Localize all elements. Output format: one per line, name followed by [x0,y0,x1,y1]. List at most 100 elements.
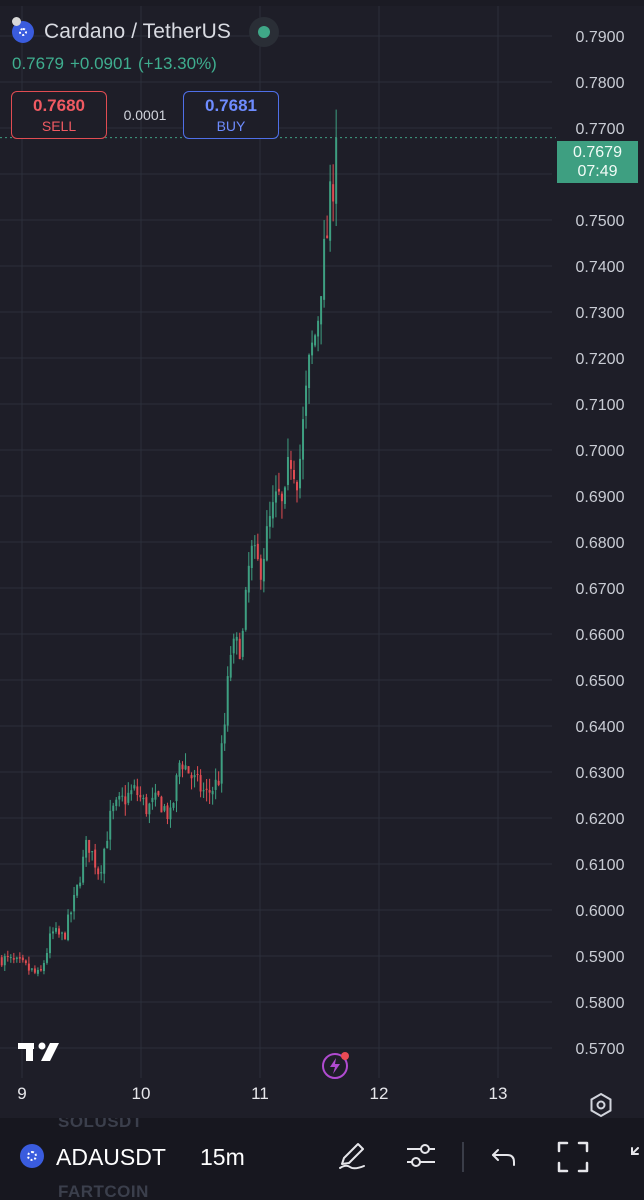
candles [0,109,338,977]
candle-body [253,545,256,547]
time-tick-label: 9 [17,1084,26,1103]
candle-body [61,932,64,934]
candle-body [308,354,311,389]
sell-button[interactable]: 0.7680 SELL [11,91,107,139]
candle-body [154,792,157,800]
interval-selector[interactable]: 15m [200,1144,245,1170]
candle-body [36,970,39,974]
candle-body [247,565,250,593]
price-tick-label: 0.7000 [576,443,625,460]
candle-body [214,779,217,790]
price-tick-label: 0.5900 [576,949,625,966]
chart-settings-icon[interactable] [588,1092,614,1123]
fullscreen-icon[interactable] [556,1140,590,1179]
undo-icon[interactable] [490,1140,518,1177]
candle-body [166,805,169,820]
market-status-indicator[interactable] [249,17,280,47]
candle-body [280,493,283,502]
candle-body [332,184,335,202]
ghost-symbol-above: SOLUSDT [58,1118,143,1131]
candle-body [45,953,48,963]
candle-body [94,849,97,868]
last-price-badge: 0.7679 07:49 [557,141,638,183]
chart-area[interactable]: 0.79000.78000.77000.76000.75000.74000.73… [0,6,644,1118]
candle-body [187,766,190,774]
candle-body [85,839,88,858]
buy-button[interactable]: 0.7681 BUY [183,91,279,139]
pen-icon[interactable] [336,1140,368,1177]
candle-body [314,335,317,346]
candle-body [223,724,226,744]
candle-body [139,795,142,798]
candle-body [133,785,136,789]
candle-body [235,636,238,641]
flash-alert-icon[interactable] [320,1050,350,1080]
candle-body [302,419,305,460]
price-tick-label: 0.6600 [576,627,625,644]
candle-body [15,957,18,959]
tradingview-logo-icon[interactable] [18,1040,62,1067]
price-tick-label: 0.6500 [576,673,625,690]
candle-body [82,856,85,883]
price-tick-label: 0.5700 [576,1041,625,1058]
candle-body [142,798,145,800]
candle-body [21,957,24,961]
candle-body [211,790,214,795]
candle-body [181,764,184,770]
price-tick-label: 0.7300 [576,305,625,322]
candle-body [299,458,302,489]
sliders-icon[interactable] [404,1140,438,1177]
candle-body [268,516,271,527]
candle-body [58,928,61,935]
candle-body [317,320,320,337]
price-chart[interactable]: 0.79000.78000.77000.76000.75000.74000.73… [0,6,644,1118]
candle-body [39,968,42,971]
toolbar-divider [462,1142,464,1172]
symbol-title[interactable]: Cardano / TetherUS [44,20,232,43]
price-tick-label: 0.7800 [576,75,625,92]
candle-body [27,963,30,971]
candle-body [220,743,223,784]
badge-price: 0.7679 [573,144,622,161]
candle-body [67,914,70,940]
candle-body [54,928,57,932]
candle-body [326,235,329,239]
last-price: 0.7679 [12,54,64,73]
candle-body [127,792,130,803]
candle-body [9,956,12,958]
candle-body [250,545,253,568]
candle-body [323,238,326,300]
candle-body [160,796,163,813]
expand-icon[interactable] [628,1140,644,1177]
price-tick-label: 0.6900 [576,489,625,506]
time-tick-label: 12 [370,1084,389,1103]
price-change: +0.0901 [70,54,132,73]
candle-body [169,807,172,820]
bottom-toolbar: SOLUSDT FARTCOIN ADAUSDT 15m [0,1118,644,1200]
candle-body [115,799,118,807]
candle-body [148,803,151,815]
symbol-selector[interactable]: ADAUSDT [56,1144,166,1170]
time-tick-label: 10 [132,1084,151,1103]
price-tick-label: 0.6800 [576,535,625,552]
candle-body [202,790,205,792]
candle-body [118,796,121,800]
candle-body [286,456,289,485]
candle-body [151,797,154,803]
candle-body [97,868,100,875]
candle-body [274,491,277,503]
candle-body [292,470,295,480]
candle-body [208,789,211,793]
candle-body [226,676,229,726]
candle-body [172,802,175,808]
cardano-coin-icon [12,17,34,43]
ghost-symbol-below: FARTCOIN [58,1182,149,1200]
candle-body [109,810,112,840]
candle-body [121,795,124,797]
candle-body [33,968,36,973]
candle-body [64,932,67,940]
candle-body [238,638,241,659]
candle-body [79,882,82,887]
candle-body [241,630,244,657]
candle-body [112,805,115,812]
